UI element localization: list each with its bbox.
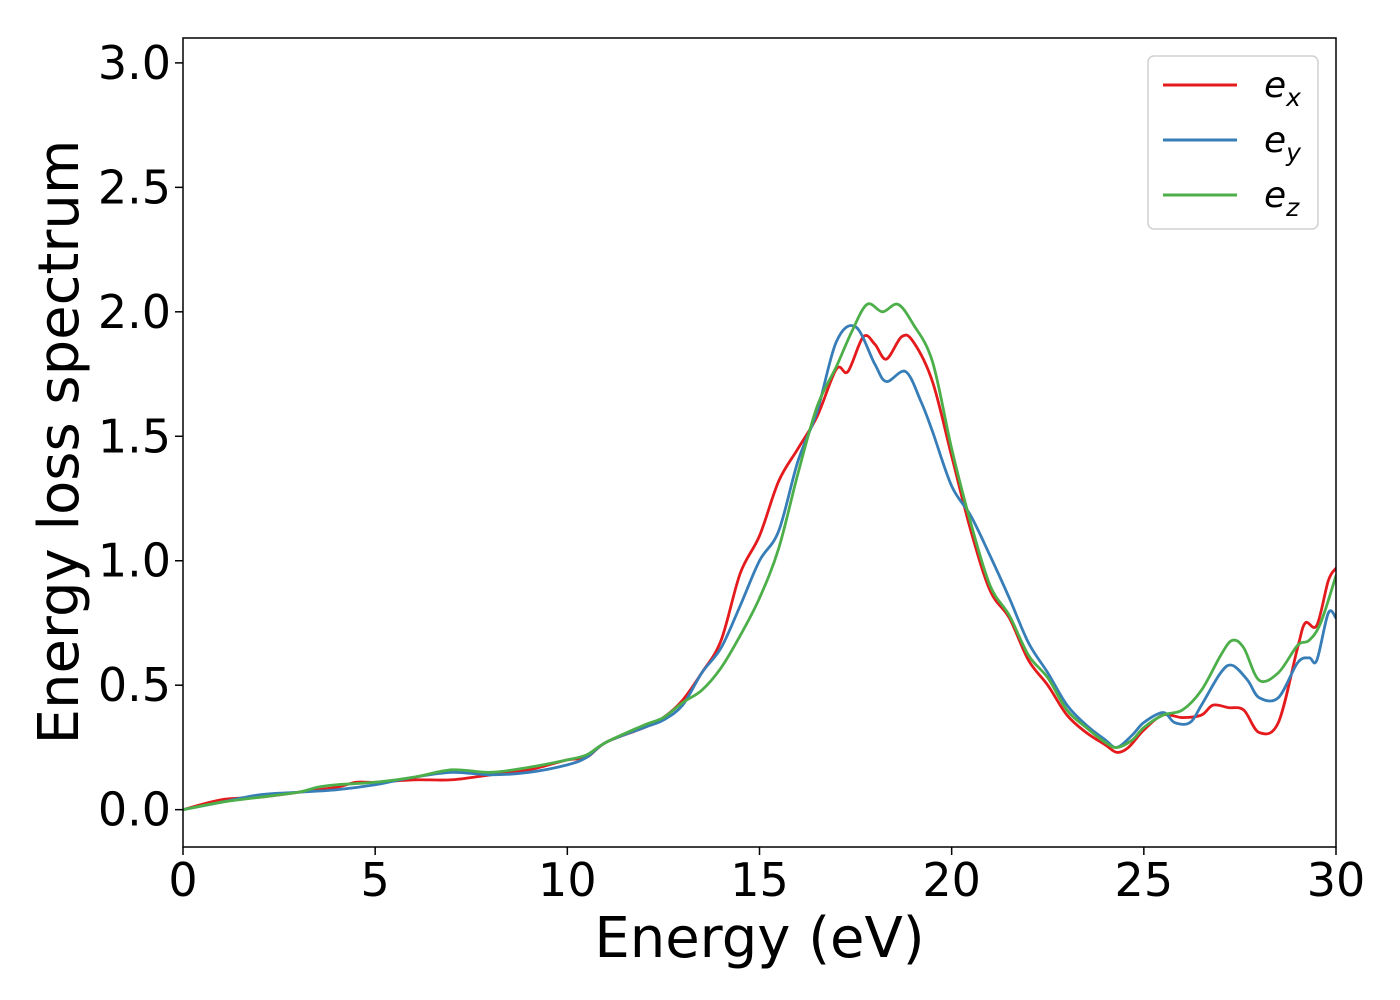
y-tick-label: 1.5 [98,409,171,463]
x-tick-label: 25 [1115,853,1174,907]
series-line-ey [183,324,1336,812]
y-tick-label: 2.0 [98,285,171,339]
y-tick-label: 0.0 [98,783,171,837]
x-tick-label: 15 [730,853,789,907]
y-tick-label: 2.5 [98,160,171,214]
x-tick-label: 20 [922,853,981,907]
y-tick-label: 0.5 [98,658,171,712]
y-tick-label: 1.0 [98,534,171,588]
y-axis-title: Energy loss spectrum [27,140,92,745]
legend-box [1147,55,1319,230]
x-tick-label: 30 [1307,853,1366,907]
x-tick-label: 10 [538,853,597,907]
legend-label-ey: ey [1264,120,1302,167]
x-axis-ticks: 0 5 10 15 20 25 30 [168,847,1365,907]
plot-frame [182,37,1337,848]
series-line-ex [183,333,1336,812]
legend-label-ez: ez [1264,175,1300,222]
y-axis-ticks: 0.0 0.5 1.0 1.5 2.0 2.5 3.0 [98,36,183,837]
legend-label-ex: ex [1264,65,1301,112]
y-tick-label: 3.0 [98,36,171,90]
series-line-ez [183,302,1336,812]
x-tick-label: 5 [361,853,390,907]
plot-lines [183,302,1336,812]
legend: ex ey ez [1147,55,1319,230]
x-tick-label: 0 [168,853,197,907]
x-axis-title: Energy (eV) [594,906,924,971]
